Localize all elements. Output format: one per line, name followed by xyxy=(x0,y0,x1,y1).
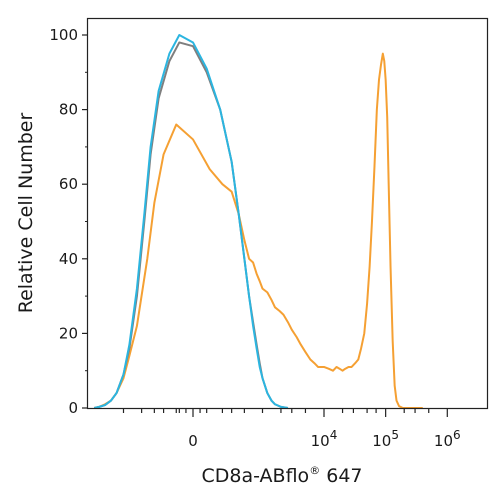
x-tick-label: 106 xyxy=(434,428,461,450)
y-tick-label: 40 xyxy=(59,250,78,268)
x-tick-labels: 0 104 105 106 xyxy=(188,428,460,450)
x-tick-label: 0 xyxy=(188,432,198,450)
y-tick-label: 60 xyxy=(59,175,78,193)
y-tick-labels: 0 20 40 60 80 100 xyxy=(49,26,78,417)
y-axis-title: Relative Cell Number xyxy=(15,113,37,314)
x-axis-title: CD8a-ABflo® 647 xyxy=(201,464,362,487)
histogram-curves xyxy=(93,34,423,409)
x-tick-label: 104 xyxy=(311,428,338,450)
y-tick-label: 100 xyxy=(49,26,78,44)
plot-frame xyxy=(86,17,489,410)
histogram-series-2 xyxy=(93,41,289,409)
y-tick-label: 80 xyxy=(59,101,78,119)
histogram-series-3 xyxy=(93,34,289,409)
histogram-series-1 xyxy=(93,52,423,409)
y-tick-label: 0 xyxy=(68,399,78,417)
x-tick-label: 105 xyxy=(372,428,399,450)
axis-ticks xyxy=(82,34,448,417)
y-tick-label: 20 xyxy=(59,324,78,342)
